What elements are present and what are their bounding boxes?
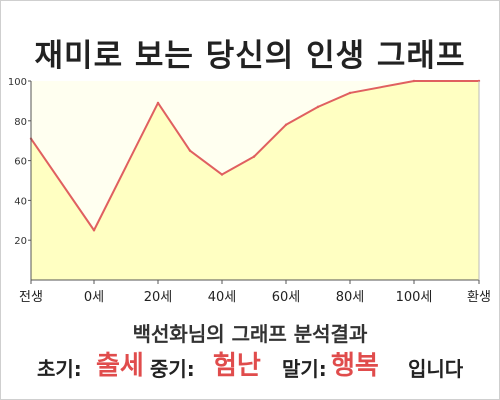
x-tick-label: 40세: [208, 290, 237, 305]
middle-value: 험난: [213, 351, 261, 381]
series-line-segment: [221, 155, 255, 176]
data-point: [188, 149, 192, 152]
x-tick-label: 60세: [272, 290, 301, 305]
x-tick-label: 20세: [144, 290, 173, 305]
series-line-segment: [285, 105, 319, 126]
data-point: [220, 173, 224, 176]
analysis-subtitle: 백선화님의 그래프 분석결과: [132, 322, 368, 346]
chart-title: 재미로 보는 당신의 인생 그래프: [34, 38, 466, 74]
x-tick-label: 100세: [396, 290, 433, 305]
series-line-segment: [30, 137, 95, 232]
x-tick-label: 0세: [84, 290, 104, 305]
data-point: [284, 123, 288, 126]
x-tick-label: 전생: [19, 290, 43, 305]
ending-text: 입니다: [408, 357, 464, 381]
late-label: 말기:: [282, 357, 327, 381]
series-line-segment: [317, 91, 351, 108]
x-tick-label: 환생: [467, 290, 491, 305]
data-point: [412, 79, 416, 83]
y-tick-label: 20: [14, 236, 27, 247]
y-tick-label: 80: [14, 117, 27, 128]
series-line-segment: [253, 123, 287, 158]
data-point: [316, 105, 320, 109]
data-point: [156, 101, 160, 105]
data-point: [92, 229, 96, 232]
series-line-segment: [93, 101, 159, 232]
x-tick-label: 80세: [336, 290, 365, 305]
middle-label: 중기:: [150, 357, 195, 381]
series-line-segment: [189, 149, 223, 176]
series-area: [31, 81, 479, 280]
y-tick-label: 100: [8, 77, 27, 88]
series-line-segment: [157, 101, 191, 152]
late-value: 행복: [331, 351, 379, 381]
early-value: 출세: [96, 351, 144, 381]
early-label: 초기:: [37, 357, 82, 381]
y-tick-label: 40: [14, 196, 27, 207]
data-point: [348, 91, 352, 95]
data-point: [252, 155, 256, 158]
y-tick-label: 60: [14, 157, 27, 168]
series-line-segment: [349, 80, 415, 94]
